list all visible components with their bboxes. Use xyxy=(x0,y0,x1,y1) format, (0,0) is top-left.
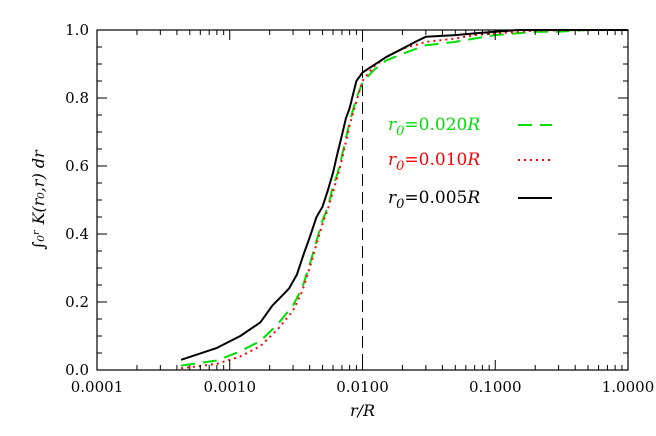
legend-entry-label: r0=0.010R xyxy=(388,150,480,174)
series-line-2 xyxy=(180,29,628,361)
legend-entry-label: r0=0.020R xyxy=(388,115,480,139)
x-axis-title: r/R xyxy=(350,401,375,420)
y-tick-label: 0.8 xyxy=(65,89,89,107)
x-tick-label: 0.0010 xyxy=(204,378,257,396)
legend-entry-label: r0=0.005R xyxy=(388,188,480,212)
y-tick-label: 0.6 xyxy=(65,157,89,175)
x-tick-label: 0.0100 xyxy=(336,378,389,396)
y-tick-label: 1.0 xyxy=(65,21,89,39)
y-axis-title: ∫₀ʳ K(r₀,r) dr xyxy=(29,149,48,250)
x-tick-label: 0.1000 xyxy=(469,378,522,396)
x-tick-label: 0.0001 xyxy=(71,378,124,396)
series-line-0 xyxy=(180,29,628,367)
y-tick-label: 0.4 xyxy=(65,225,89,243)
y-tick-label: 0.0 xyxy=(65,361,89,379)
x-tick-label: 1.0000 xyxy=(602,378,655,396)
y-tick-label: 0.2 xyxy=(65,293,89,311)
series-line-1 xyxy=(180,29,628,370)
